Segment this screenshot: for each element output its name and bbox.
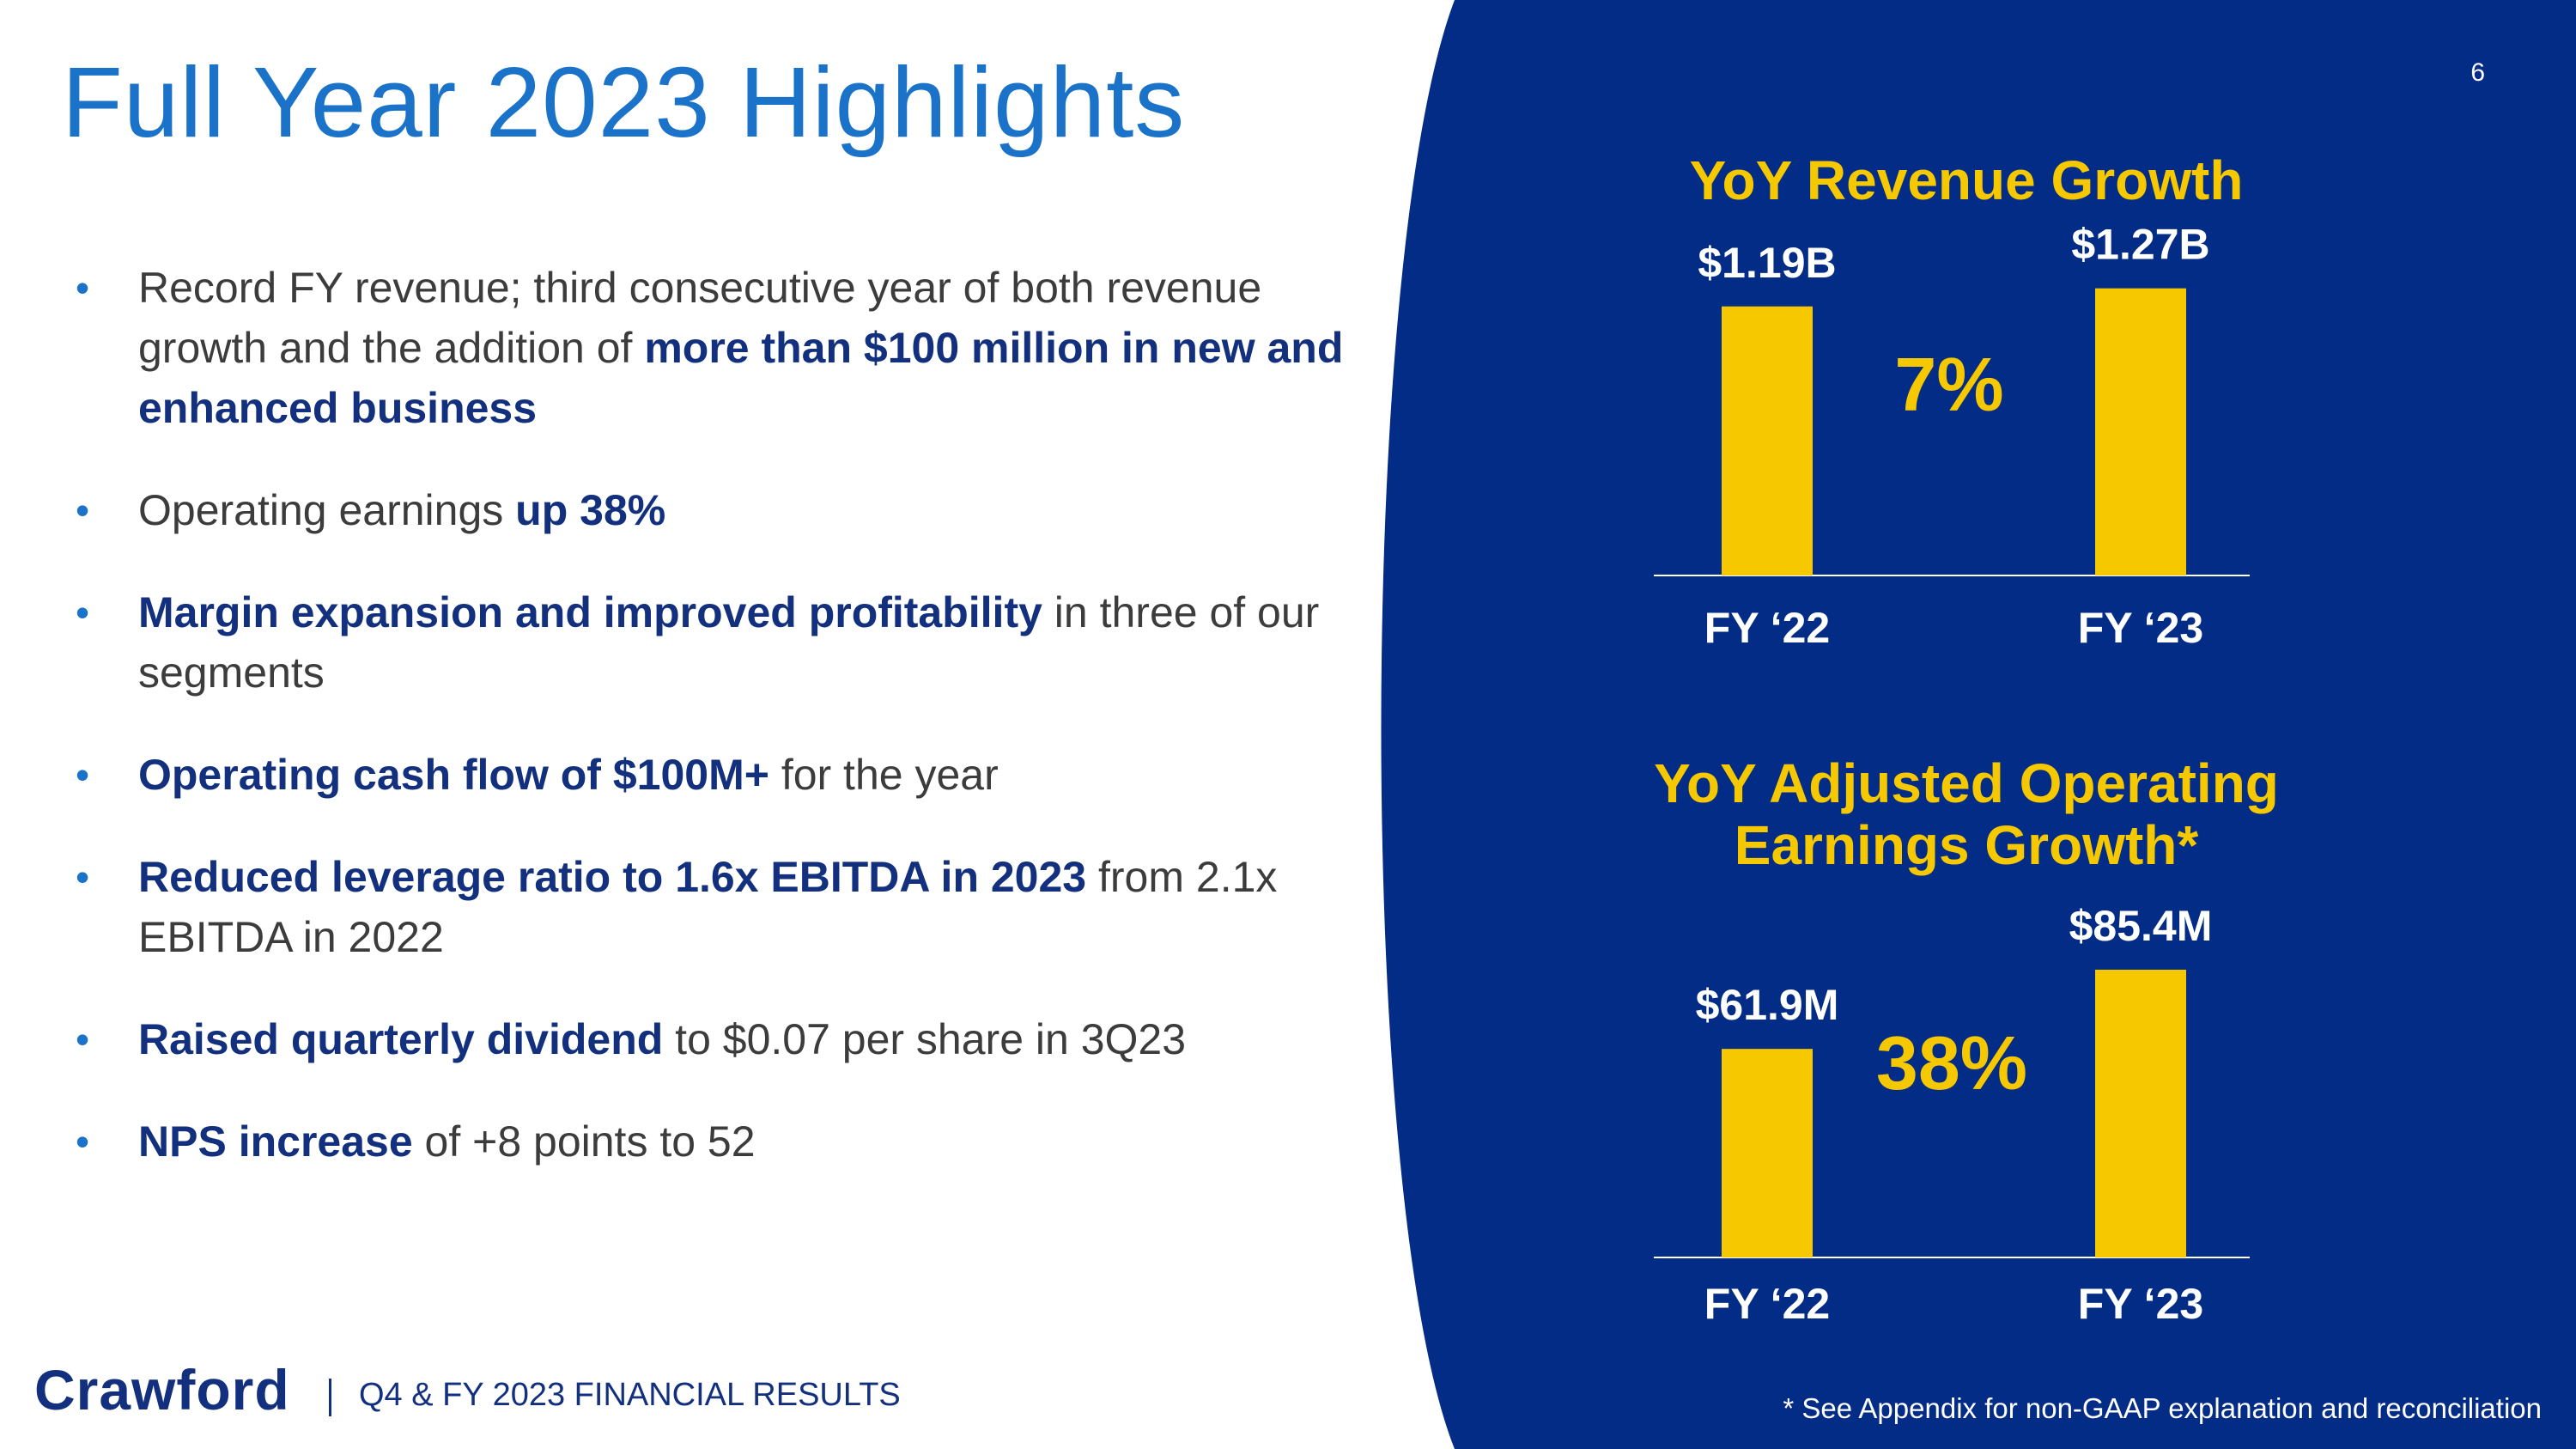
highlight-emphasis: Margin expansion and improved profitabil…	[138, 588, 1042, 636]
chart-category-label: FY ‘23	[2078, 604, 2203, 652]
page-title: Full Year 2023 Highlights	[62, 46, 1186, 158]
highlight-item: • Margin expansion and improved profitabi…	[76, 582, 1364, 703]
highlight-item: • Record FY revenue; third consecutive ye…	[76, 258, 1364, 438]
highlight-emphasis: up 38%	[515, 486, 666, 534]
footer-title: Q4 & FY 2023 FINANCIAL RESULTS	[359, 1377, 901, 1413]
bullet-dot-icon: •	[76, 488, 90, 533]
page-number: 6	[2470, 58, 2485, 87]
highlight-text-suffix: of +8 points to 52	[412, 1117, 756, 1166]
chart-growth-label: 38%	[1876, 1020, 2027, 1105]
chart-bar	[2095, 288, 2186, 575]
chart-category-label: FY ‘22	[1704, 604, 1830, 652]
footer-divider	[329, 1379, 331, 1416]
highlight-item: • Operating cash flow of $100M+ for the y…	[76, 745, 1364, 805]
highlight-text-suffix: for the year	[769, 751, 999, 799]
chart-bar	[1722, 1049, 1813, 1257]
chart-data-label: $61.9M	[1696, 981, 1839, 1029]
highlight-emphasis: Operating cash flow of $100M+	[138, 751, 769, 799]
highlight-text: Operating earnings	[138, 486, 516, 534]
footnote: * See Appendix for non-GAAP explanation …	[1783, 1392, 2542, 1424]
chart-bar	[1722, 306, 1813, 575]
bullet-dot-icon: •	[76, 855, 90, 899]
highlight-emphasis: Reduced leverage ratio to 1.6x EBITDA in…	[138, 853, 1087, 901]
chart-data-label: $1.19B	[1698, 239, 1836, 287]
chart-growth-label: 7%	[1894, 342, 2003, 427]
bullet-dot-icon: •	[76, 752, 90, 797]
highlight-item: • Raised quarterly dividend to $0.07 per …	[76, 1009, 1364, 1069]
crawford-logo: Crawford	[34, 1358, 290, 1422]
highlight-text-suffix: to $0.07 per share in 3Q23	[663, 1015, 1187, 1063]
bullet-dot-icon: •	[76, 1119, 90, 1164]
highlight-item: • Operating earnings up 38%	[76, 480, 1364, 540]
highlight-item: • Reduced leverage ratio to 1.6x EBITDA i…	[76, 847, 1364, 967]
chart-bar	[2095, 969, 2186, 1257]
blue-panel-shape	[1381, 0, 2576, 1449]
highlight-text-suffix: in three of our segments	[138, 588, 1320, 697]
chart-data-label: $1.27B	[2071, 221, 2209, 269]
highlight-emphasis: more than $100 million in new and enhanc…	[138, 324, 1344, 432]
highlight-item: • NPS increase of +8 points to 52	[76, 1111, 1364, 1172]
earnings-chart-title: YoY Adjusted Operating Earnings Growth*	[1654, 752, 2279, 876]
highlight-text: Record FY revenue; third consecutive yea…	[138, 264, 1262, 372]
highlight-emphasis: Raised quarterly dividend	[138, 1015, 664, 1063]
highlight-emphasis: NPS increase	[138, 1117, 413, 1166]
bullet-dot-icon: •	[76, 590, 90, 635]
chart-data-label: $85.4M	[2069, 902, 2213, 950]
bullet-dot-icon: •	[76, 1017, 90, 1062]
revenue-chart-title: YoY Revenue Growth	[1689, 149, 2244, 211]
bullet-dot-icon: •	[76, 265, 90, 310]
highlights-list: • Record FY revenue; third consecutive ye…	[76, 258, 1364, 1214]
chart-category-label: FY ‘22	[1704, 1280, 1830, 1328]
chart-category-label: FY ‘23	[2078, 1280, 2203, 1328]
highlight-text-suffix: from 2.1x EBITDA in 2022	[138, 853, 1278, 961]
